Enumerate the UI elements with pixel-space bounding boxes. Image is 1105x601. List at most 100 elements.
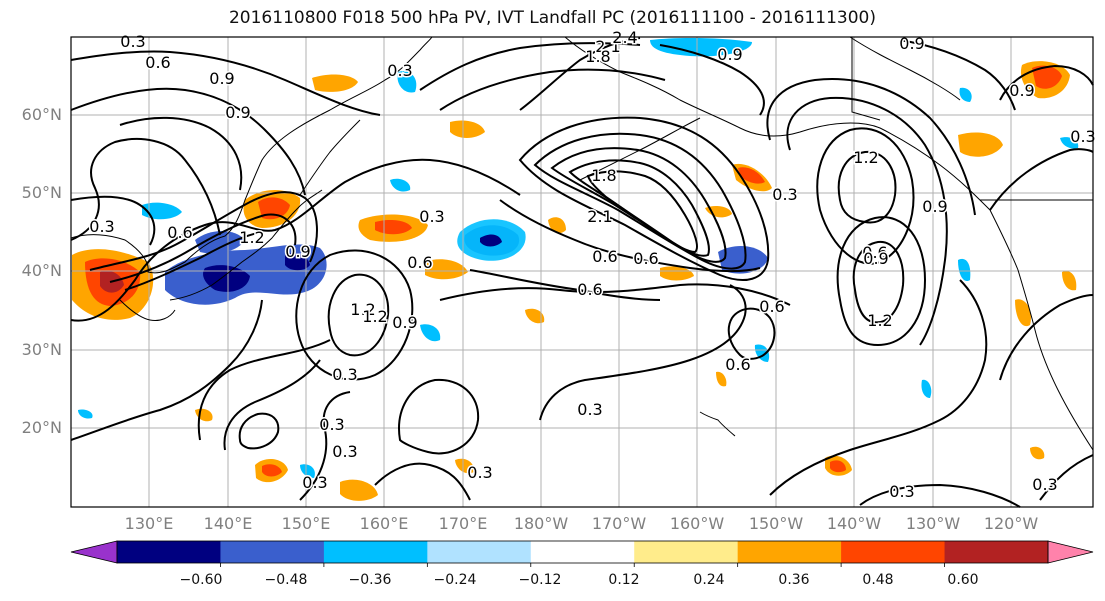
- anomaly-cyan-1: [397, 71, 417, 93]
- contour-south-1: [197, 339, 331, 441]
- anomaly-orange-3: [450, 120, 485, 138]
- contour-west-8: [70, 50, 381, 116]
- anomaly-orange-19: [1062, 270, 1077, 291]
- contour-south-6: [398, 378, 480, 455]
- anomaly-orange-15: [340, 479, 378, 501]
- contour-trough-5: [586, 170, 698, 254]
- contour-label: 0.9: [1009, 81, 1034, 100]
- contour-mid-2: [539, 284, 747, 421]
- anomaly-red-japan-n: [258, 197, 290, 220]
- coastline-kamchatka: [299, 119, 361, 196]
- lon-label-130e: 130°E: [124, 514, 174, 533]
- anomaly-cyan-11: [390, 178, 411, 192]
- contour-east-6: [859, 483, 1021, 508]
- contour-label: 0.3: [419, 207, 444, 226]
- lat-label-40n: 40°N: [21, 261, 62, 280]
- contour-mid-4: [727, 307, 776, 360]
- contour-label: 0.6: [633, 249, 658, 268]
- anomaly-orange-10: [958, 132, 1003, 157]
- coastline-namerica-w: [989, 209, 1094, 451]
- contour-label: 0.3: [772, 185, 797, 204]
- contour-west-2: [70, 158, 521, 322]
- contour-west-4: [109, 213, 297, 283]
- anomaly-orange-8: [705, 206, 732, 218]
- colorbar-tick-label: −0.36: [348, 572, 392, 588]
- contour-west-1: [70, 138, 221, 241]
- anomaly-orange-2: [312, 74, 358, 92]
- colorbar-arrow-high: [1047, 540, 1094, 564]
- contour-label: 1.8: [591, 166, 616, 185]
- anomaly-orange-7: [660, 266, 694, 281]
- contour-label: 0.3: [319, 415, 344, 434]
- contour-label: 1.2: [867, 311, 892, 330]
- contour-ridge-5: [786, 96, 948, 346]
- anomaly-red-9: [738, 167, 765, 184]
- lat-label-30n: 30°N: [21, 340, 62, 359]
- contour-label: 0.3: [120, 32, 145, 51]
- contour-label: 0.6: [862, 243, 887, 262]
- anomaly-fills: [72, 37, 1079, 501]
- contour-label: 0.6: [592, 247, 617, 266]
- anomaly-blue-japan-2: [195, 231, 245, 254]
- contour-ridge-7: [769, 279, 988, 496]
- lon-label-160e: 160°E: [359, 514, 409, 533]
- contour-north-1: [419, 42, 641, 91]
- contour-label: 0.9: [863, 249, 888, 268]
- anomaly-orange-5: [525, 308, 545, 324]
- colorbar-segment: [634, 541, 739, 563]
- lon-label-150e: 150°E: [281, 514, 331, 533]
- contour-east-1: [989, 148, 1094, 211]
- anomaly-red-14: [262, 464, 282, 477]
- contour-trough-2: [533, 132, 747, 270]
- anomaly-cyan-2: [142, 202, 182, 220]
- anomaly-orange-16: [455, 458, 475, 474]
- contour-label: 0.6: [725, 355, 750, 374]
- colorbar-tick-label: −0.12: [518, 572, 562, 588]
- anomaly-orange-6: [548, 217, 566, 234]
- colorbar-tick-label: −0.24: [433, 572, 477, 588]
- anomaly-orange-12: [1015, 299, 1031, 327]
- contour-south-4: [70, 299, 263, 441]
- anomaly-navy-180: [480, 234, 502, 247]
- contour-label: 0.9: [717, 45, 742, 64]
- contour-label: 0.3: [1032, 475, 1057, 494]
- contour-label: 0.3: [332, 365, 357, 384]
- colorbar-tick-label: −0.60: [179, 572, 223, 588]
- contour-west-6: [70, 195, 156, 246]
- contour-mid-3: [469, 269, 661, 301]
- contour-label: 0.6: [167, 223, 192, 242]
- contour-ridge-6: [766, 78, 976, 216]
- anomaly-cyan-north: [650, 37, 752, 57]
- lon-label-170e: 170°E: [438, 514, 488, 533]
- contour-label: 0.9: [899, 34, 924, 53]
- coastline-arctic: [849, 36, 961, 101]
- contour-east-2: [999, 294, 1094, 381]
- contour-mid-1: [439, 283, 791, 306]
- coastline-japan: [169, 189, 323, 301]
- anomaly-orange-4: [425, 259, 468, 280]
- contour-trough-1: [518, 116, 770, 281]
- contour-ring-1: [327, 273, 390, 357]
- lon-label-160w: 160°W: [669, 514, 725, 533]
- contour-west-7: [70, 87, 306, 196]
- contour-label: 0.9: [225, 103, 250, 122]
- anomaly-navy-japan-2: [285, 253, 310, 271]
- contour-label: 0.3: [467, 463, 492, 482]
- lon-label-130w: 130°W: [905, 514, 961, 533]
- colorbar-arrow-low: [70, 540, 118, 564]
- colorbar-segment: [117, 541, 221, 563]
- colorbar-tick-label: −0.48: [264, 572, 308, 588]
- lon-label-140e: 140°E: [203, 514, 253, 533]
- contour-label: 0.9: [922, 197, 947, 216]
- colorbar-tick-label: 0.36: [778, 572, 810, 588]
- contour-label: 0.3: [89, 217, 114, 236]
- contour-label: 0.9: [392, 313, 417, 332]
- map-frame: [70, 36, 1094, 508]
- contour-south-3: [238, 412, 280, 450]
- anomaly-cyan-10: [300, 464, 315, 478]
- anomaly-cyan-7: [959, 87, 972, 102]
- anomaly-cyan-6: [921, 379, 932, 398]
- colorbar-tick-label: 0.48: [862, 572, 894, 588]
- anomaly-cyan-3: [958, 258, 971, 282]
- contour-west-5: [124, 231, 263, 291]
